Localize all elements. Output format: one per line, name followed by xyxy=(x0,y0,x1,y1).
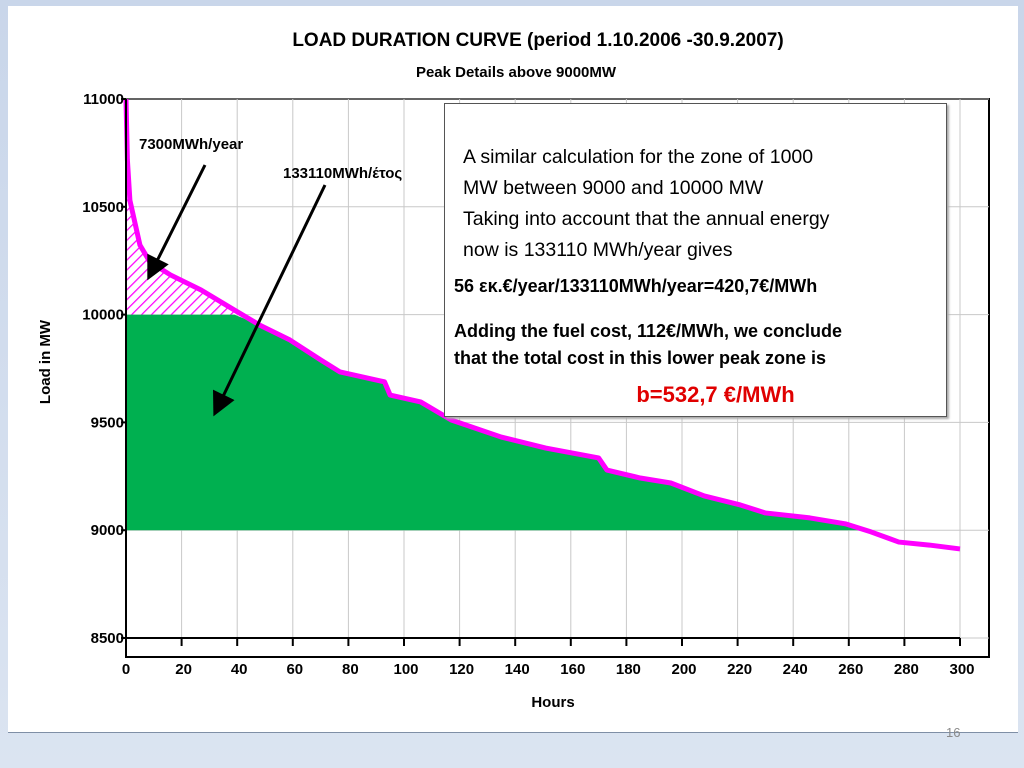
chart-title: LOAD DURATION CURVE (period 1.10.2006 -3… xyxy=(292,30,784,51)
text-line: Taking into account that the annual ener… xyxy=(463,208,830,230)
x-tick-label: 140 xyxy=(505,661,530,678)
x-tick-label: 20 xyxy=(175,661,192,678)
y-tick-label: 9000 xyxy=(91,522,124,539)
page-number: 16 xyxy=(946,725,961,740)
y-tick-label: 10500 xyxy=(82,199,124,216)
text-line: A similar calculation for the zone of 10… xyxy=(463,146,814,168)
x-tick-label: 120 xyxy=(449,661,474,678)
x-tick-label: 80 xyxy=(342,661,359,678)
peak-zone-energy-label: 7300MWh/year xyxy=(139,136,244,153)
x-tick-label: 40 xyxy=(231,661,248,678)
y-tick-label: 10000 xyxy=(82,307,124,324)
cost-formula: 56 εκ.€/year/133110MWh/year=420,7€/MWh xyxy=(454,276,818,296)
x-tick-label: 100 xyxy=(393,661,418,678)
peak-zone-hatched-area xyxy=(126,99,243,315)
x-tick-label: 60 xyxy=(286,661,303,678)
x-tick-label: 240 xyxy=(783,661,808,678)
load-duration-line xyxy=(123,98,961,552)
result-value: b=532,7 €/MWh xyxy=(636,382,795,407)
y-tick-label: 8500 xyxy=(91,630,124,647)
arrow-peak-zone xyxy=(147,164,207,281)
arrow-lower-zone xyxy=(213,184,327,417)
x-tick-label: 180 xyxy=(616,661,641,678)
lower-peak-zone-area xyxy=(126,314,866,531)
y-tick-label: 11000 xyxy=(83,91,124,108)
calculation-description: A similar calculation for the zone of 10… xyxy=(463,142,829,266)
x-tick-label: 200 xyxy=(671,661,696,678)
x-tick-label: 260 xyxy=(838,661,863,678)
x-axis-label: Hours xyxy=(531,694,574,711)
lower-zone-energy-label: 133110MWh/έτος xyxy=(283,165,403,182)
text-line: MW between 9000 and 10000 MW xyxy=(463,177,764,199)
y-tick-label: 9500 xyxy=(91,414,124,431)
x-tick-label: 300 xyxy=(949,661,974,678)
conclusion: Adding the fuel cost, 112€/MWh, we concl… xyxy=(454,318,842,372)
text-line: Adding the fuel cost, 112€/MWh, we concl… xyxy=(454,321,843,341)
x-tick-label: 160 xyxy=(560,661,585,678)
chart-subtitle: Peak Details above 9000MW xyxy=(415,64,617,81)
x-tick-label: 220 xyxy=(727,661,752,678)
calculation-textbox: A similar calculation for the zone of 10… xyxy=(444,103,947,417)
x-tick-label: 0 xyxy=(122,661,130,678)
x-tick-label: 280 xyxy=(894,661,919,678)
text-line: now is 133110 MWh/year gives xyxy=(463,239,733,261)
y-axis-label: Load in MW xyxy=(37,319,54,404)
text-line: that the total cost in this lower peak z… xyxy=(454,348,827,368)
